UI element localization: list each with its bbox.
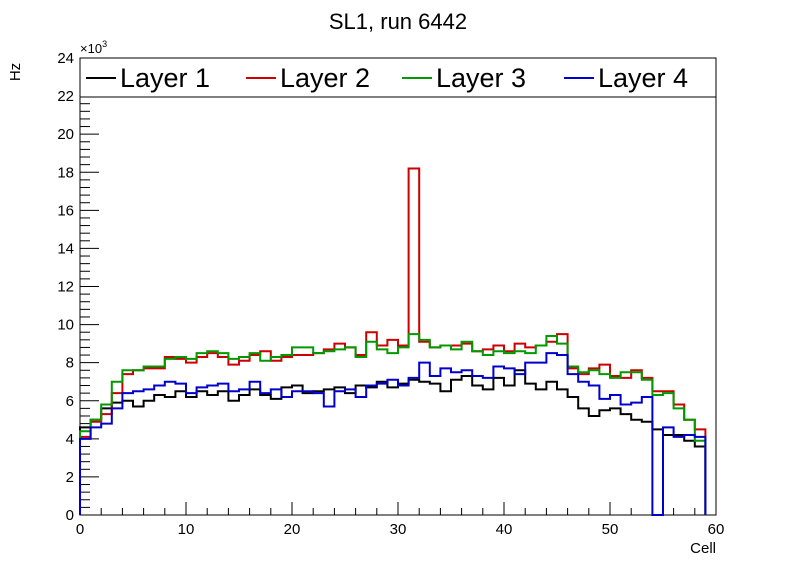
y-tick-label: 4: [66, 431, 74, 448]
x-tick-label: 0: [76, 521, 84, 538]
y-tick-label: 0: [66, 507, 74, 524]
y-tick-label: 22: [57, 88, 74, 105]
series-line: [79, 167, 707, 515]
series-line: [79, 369, 707, 515]
x-tick-label: 60: [708, 521, 725, 538]
x-axis-label: Cell: [690, 540, 716, 557]
x-tick-label: 10: [178, 521, 195, 538]
y-tick-label: 8: [66, 355, 74, 372]
y-axis-multiplier: ×103: [80, 39, 107, 56]
y-tick-label: 2: [66, 469, 74, 486]
chart-title: SL1, run 6442: [329, 9, 467, 34]
legend-box: [79, 57, 717, 98]
x-tick-label: 40: [496, 521, 513, 538]
y-tick-label: 12: [57, 279, 74, 296]
y-tick-label: 18: [57, 164, 74, 181]
y-tick-label: 16: [57, 202, 74, 219]
legend: Layer 1 Layer 2 Layer 3 Layer 4: [79, 57, 717, 98]
x-tick-label: 20: [284, 521, 301, 538]
series-line: [79, 333, 707, 515]
legend-label: Layer 3: [436, 63, 526, 93]
series-line: [79, 352, 707, 516]
legend-label: Layer 2: [280, 63, 370, 93]
plot-frame: [79, 57, 717, 516]
series-layer: [79, 167, 707, 516]
y-tick-label: 24: [57, 50, 74, 67]
y-tick-label: 6: [66, 393, 74, 410]
y-axis-label: Hz: [7, 63, 24, 81]
x-axis: 0 10 20 30 40 50 60: [76, 502, 725, 538]
x-tick-label: 30: [390, 521, 407, 538]
y-tick-label: 14: [57, 240, 74, 257]
legend-label: Layer 1: [120, 63, 210, 93]
legend-label: Layer 4: [598, 63, 688, 93]
y-tick-label: 10: [57, 317, 74, 334]
y-tick-label: 20: [57, 126, 74, 143]
x-tick-label: 50: [602, 521, 619, 538]
